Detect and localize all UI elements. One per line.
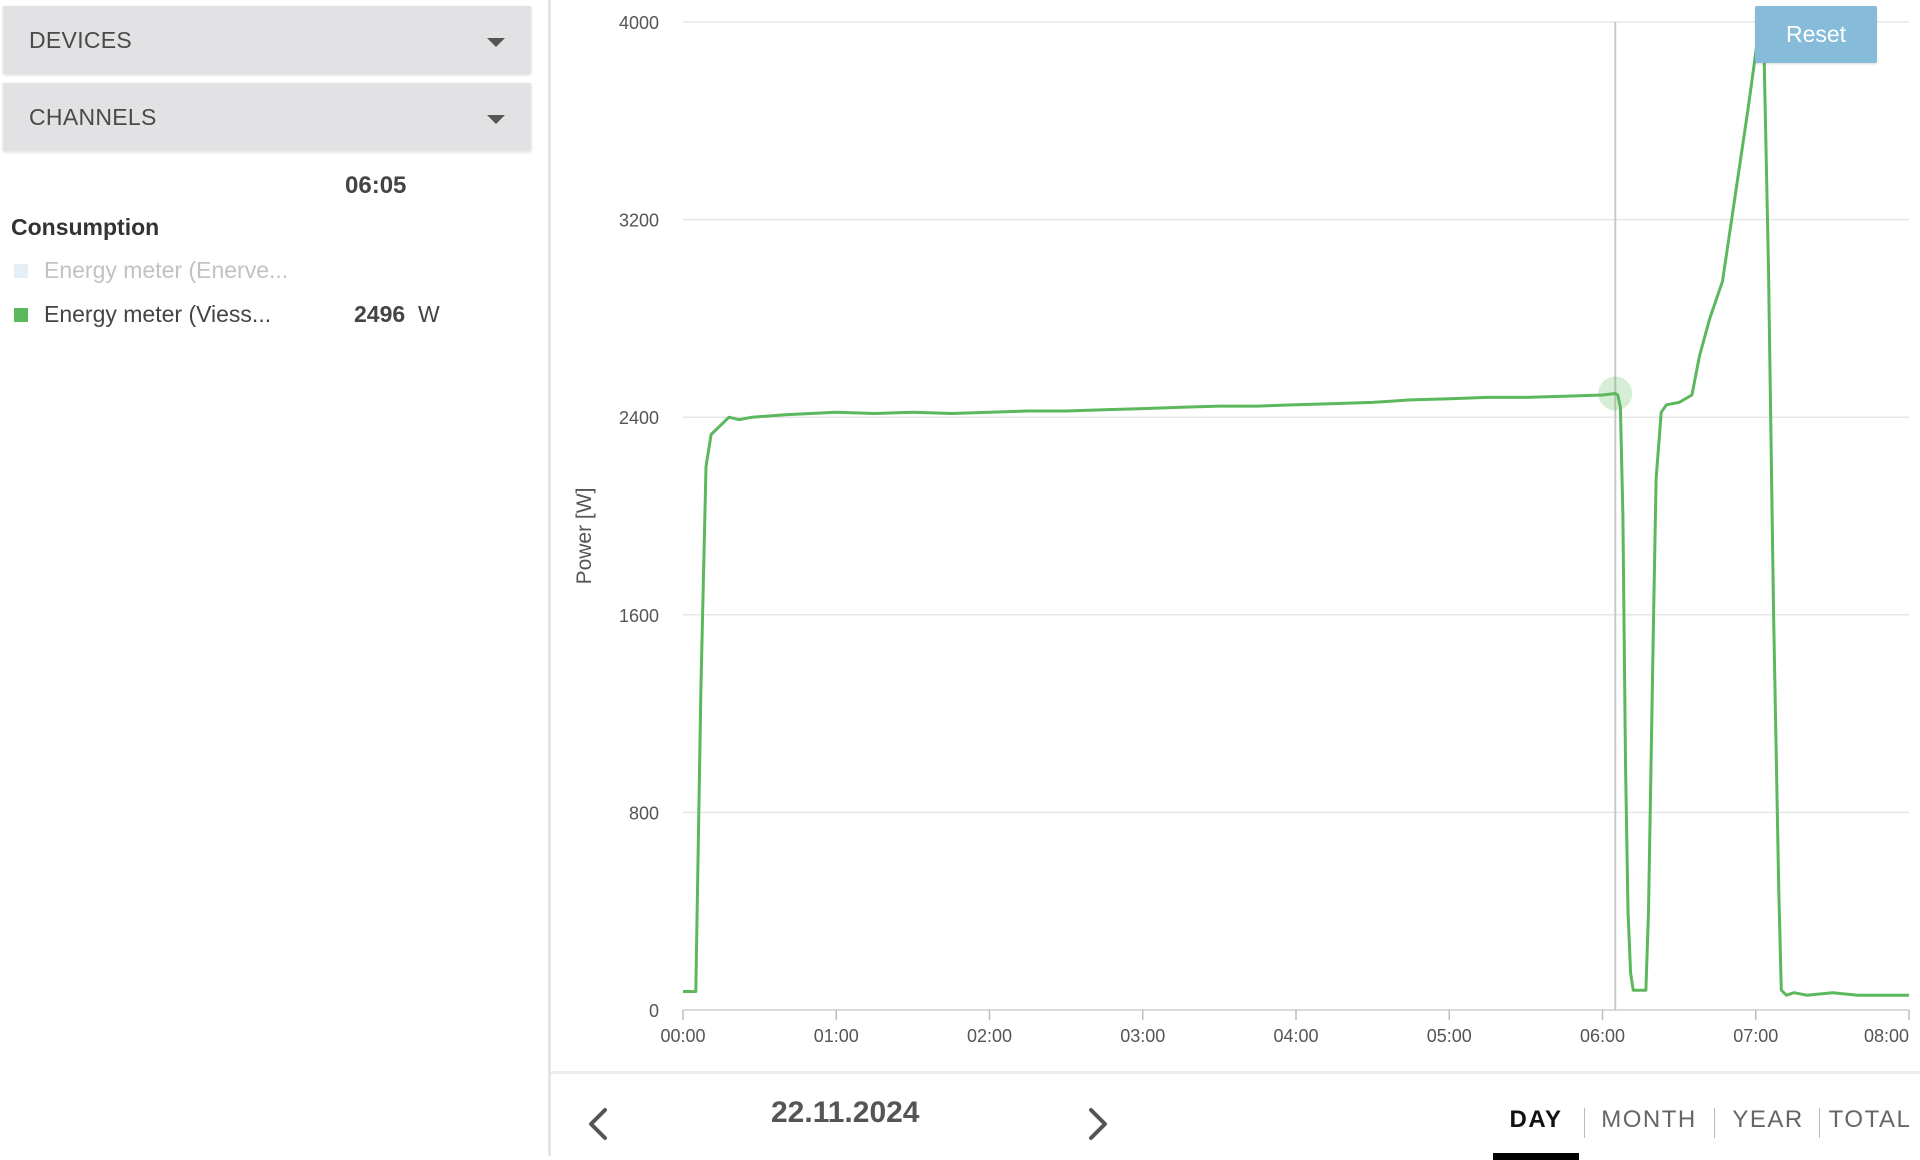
tab-month[interactable]: MONTH — [1601, 1106, 1697, 1133]
legend-swatch — [14, 264, 28, 278]
chevron-left-icon[interactable] — [581, 1104, 617, 1144]
selected-time: 06:05 — [345, 172, 407, 199]
legend-item-label: Energy meter (Enerve... — [44, 257, 289, 283]
y-tick-label: 800 — [629, 803, 659, 823]
legend-item-label: Energy meter (Viess... — [44, 301, 272, 327]
y-tick-label: 2400 — [619, 408, 659, 428]
devices-dropdown[interactable]: DEVICES — [3, 6, 531, 74]
current-date[interactable]: 22.11.2024 — [771, 1096, 920, 1129]
date-navigation-bar: 22.11.2024 DAY MONTH YEAR TOTAL — [551, 1071, 1920, 1160]
channels-dropdown-label: CHANNELS — [29, 104, 157, 130]
x-tick-label: 04:00 — [1273, 1026, 1318, 1046]
x-tick-label: 06:00 — [1580, 1026, 1625, 1046]
y-axis-label: Power [W] — [573, 488, 596, 585]
sidebar: DEVICES CHANNELS 06:05 Consumption Energ… — [0, 0, 548, 1156]
grid-lines — [683, 21, 1909, 1011]
series-layer — [683, 20, 1909, 997]
legend-item-value: 2496 — [354, 301, 406, 327]
panel-divider — [548, 0, 551, 1156]
tab-year[interactable]: YEAR — [1732, 1106, 1804, 1133]
tab-separator — [1714, 1108, 1715, 1138]
y-tick-label: 4000 — [619, 13, 659, 33]
y-tick-label: 0 — [649, 1001, 659, 1021]
x-tick-label: 00:00 — [660, 1026, 705, 1046]
tab-day[interactable]: DAY — [1493, 1098, 1579, 1160]
x-tick-label: 08:00 — [1864, 1026, 1909, 1046]
x-tick-label: 07:00 — [1733, 1026, 1778, 1046]
channels-dropdown[interactable]: CHANNELS — [3, 83, 531, 151]
hover-marker — [1598, 376, 1633, 411]
y-axis-ticks: 0 800 1600 2400 3200 4000 — [619, 13, 659, 1021]
tab-total[interactable]: TOTAL — [1828, 1106, 1912, 1133]
reset-zoom-button[interactable]: Reset zoom — [1755, 6, 1877, 104]
y-tick-label: 1600 — [619, 606, 659, 626]
tab-separator — [1819, 1108, 1820, 1138]
x-tick-label: 01:00 — [814, 1026, 859, 1046]
x-tick-label: 03:00 — [1120, 1026, 1165, 1046]
legend-group-title: Consumption — [11, 214, 160, 240]
x-tick-label: 02:00 — [967, 1026, 1012, 1046]
caret-down-icon — [487, 115, 505, 124]
caret-down-icon — [487, 38, 505, 47]
x-axis-ticks: 00:00 01:00 02:00 03:00 04:00 05:00 06:00 07:00… — [660, 1010, 1910, 1046]
legend-swatch — [14, 308, 28, 322]
y-tick-label: 3200 — [619, 211, 659, 231]
x-tick-label: 05:00 — [1427, 1026, 1472, 1046]
series-line — [683, 20, 1909, 997]
chevron-right-icon[interactable] — [1079, 1104, 1115, 1144]
tab-separator — [1584, 1108, 1585, 1138]
devices-dropdown-label: DEVICES — [29, 27, 133, 53]
power-chart[interactable]: 0 800 1600 2400 3200 4000 00:00 01:00 02:00 03:0… — [551, 0, 1920, 1066]
legend-item-unit: W — [418, 301, 440, 327]
